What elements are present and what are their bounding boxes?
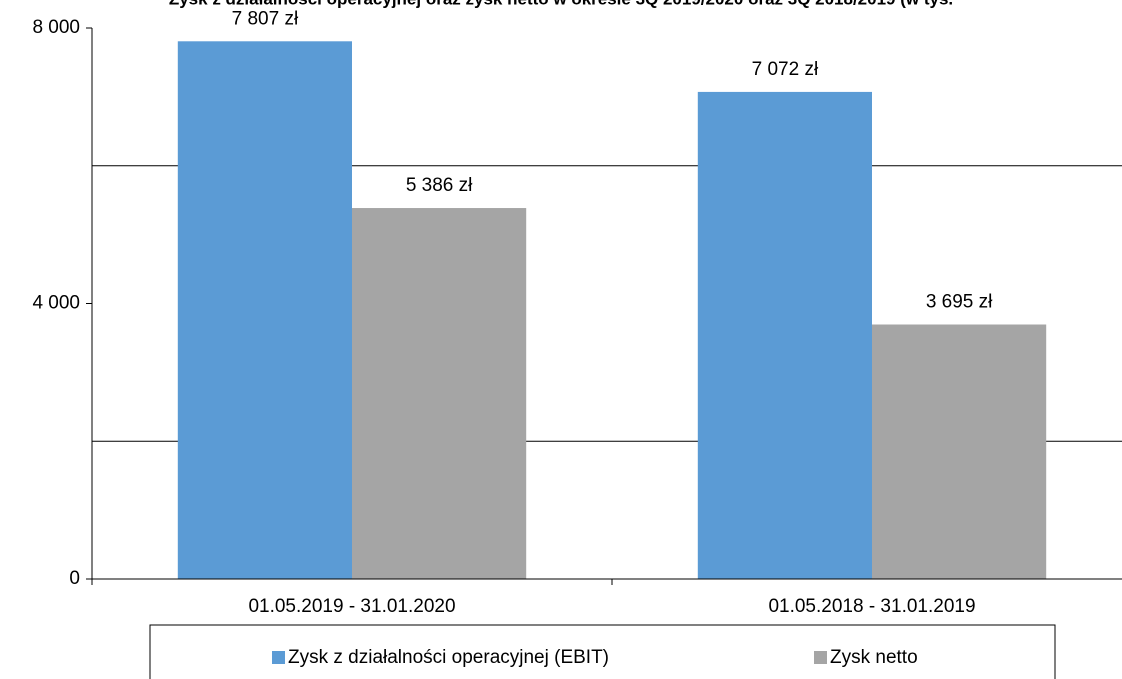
legend-swatch [814, 651, 827, 664]
legend-label: Zysk netto [830, 647, 918, 668]
value-label: 7 807 zł [232, 8, 299, 29]
bar [697, 91, 872, 579]
y-tick-label: 0 [69, 568, 80, 589]
legend-label: Zysk z działalności operacyjnej (EBIT) [288, 647, 609, 668]
value-label: 7 072 zł [752, 59, 819, 80]
legend-box [149, 624, 1056, 679]
bar [352, 208, 527, 579]
legend-swatch [272, 651, 285, 664]
value-label: 3 695 zł [926, 292, 993, 313]
chart-title: Zysk z działalności operacyjnej oraz zys… [169, 0, 953, 8]
value-label: 5 386 zł [406, 175, 473, 196]
x-tick-label: 01.05.2019 - 31.01.2020 [248, 596, 455, 617]
y-tick-label: 4 000 [32, 293, 80, 314]
y-tick-label: 8 000 [32, 17, 80, 38]
bar [177, 41, 352, 580]
bar [872, 324, 1047, 579]
x-tick-label: 01.05.2018 - 31.01.2019 [768, 596, 975, 617]
